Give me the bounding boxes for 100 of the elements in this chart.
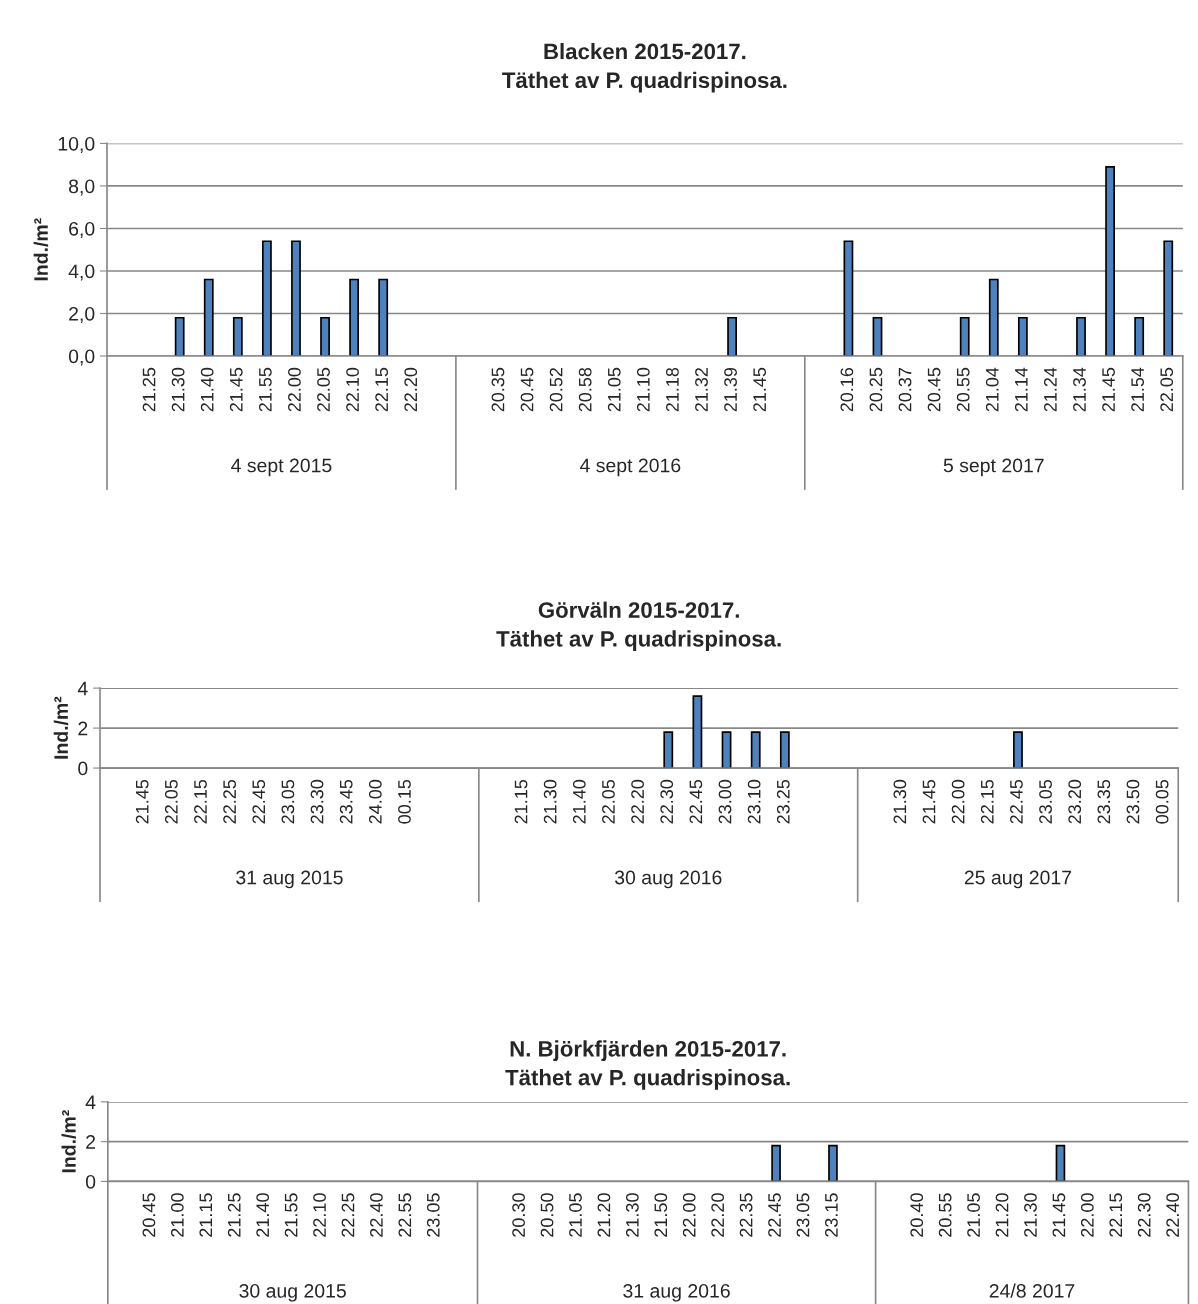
y-tick-label: 0,0	[68, 349, 95, 366]
x-tick-label: 20.40	[910, 1193, 924, 1237]
y-tick-label: 0	[78, 761, 88, 776]
text: 30 aug 2016	[614, 870, 722, 889]
y-axis-title: Ind./m²	[53, 696, 69, 759]
x-tick-label: 22.40	[370, 1193, 383, 1237]
bar	[174, 316, 185, 356]
x-tick-label: 22.00	[951, 779, 965, 824]
x-tick-label: 23.25	[776, 779, 790, 824]
x-tick-label: 21.30	[543, 779, 557, 824]
x-tick-label: 22.05	[317, 367, 330, 412]
x-tick-label: 21.05	[607, 367, 621, 412]
text: 4 sept 2015	[231, 458, 332, 477]
y-tick-label: 2	[86, 1135, 96, 1149]
y-axis-title: Ind./m²	[61, 1110, 76, 1173]
x-tick-label: 22.40	[1166, 1193, 1180, 1237]
y-tick-label: 2	[78, 721, 88, 736]
x-tick-label: 22.00	[1080, 1193, 1094, 1237]
x-tick-label: 20.25	[869, 367, 883, 412]
x-tick-label: 23.05	[1039, 779, 1052, 824]
y-tick-label: 4,0	[68, 264, 95, 281]
y-tick-label: 10,0	[58, 136, 95, 153]
x-tick-label: 20.45	[520, 367, 534, 412]
x-tick-label: 22.20	[404, 367, 418, 412]
x-tick-label: 22.00	[682, 1193, 696, 1237]
x-tick-label: 21.04	[985, 367, 999, 412]
x-tick-label: 22.45	[1010, 779, 1023, 824]
text: 31 aug 2016	[623, 1283, 730, 1302]
x-tick-label: 20.16	[840, 367, 854, 412]
x-tick-label: 21.30	[1024, 1193, 1037, 1237]
x-tick-label: 23.45	[339, 779, 353, 824]
x-tick-label: 20.55	[956, 367, 970, 412]
x-tick-label: 23.05	[796, 1193, 810, 1237]
bar	[1105, 165, 1116, 356]
x-tick-label: 22.45	[768, 1193, 781, 1237]
x-tick-label: 20.35	[491, 367, 505, 412]
x-tick-label: 21.45	[922, 779, 936, 824]
x-tick-label: 22.10	[313, 1193, 326, 1237]
x-tick-label: 21.55	[258, 367, 272, 412]
x-tick-label: 22.05	[602, 779, 615, 824]
x-tick-label: 21.24	[1044, 367, 1057, 412]
bar	[291, 240, 301, 356]
x-tick-label: 23.10	[747, 779, 761, 824]
x-tick-label: 21.55	[284, 1193, 298, 1237]
x-tick-label: 21.39	[724, 367, 737, 412]
x-tick-label: 22.15	[1109, 1193, 1123, 1237]
x-tick-label: 22.30	[1137, 1193, 1151, 1237]
x-tick-label: 23.20	[1068, 779, 1082, 824]
x-tick-label: 20.45	[927, 367, 941, 412]
x-tick-label: 20.30	[512, 1193, 525, 1237]
x-tick-label: 21.25	[227, 1193, 241, 1237]
bar	[349, 278, 360, 356]
bar	[959, 316, 970, 356]
x-tick-label: 21.30	[171, 367, 185, 412]
x-tick-label: 21.45	[1052, 1193, 1066, 1237]
x-tick-label: 22.55	[398, 1193, 412, 1237]
x-tick-label: 21.32	[695, 368, 708, 412]
x-tick-label: 21.54	[1131, 367, 1145, 412]
x-tick-label: 22.00	[288, 367, 301, 412]
x-tick-label: 22.45	[252, 779, 266, 824]
bar	[203, 278, 214, 356]
bar	[1134, 316, 1145, 356]
x-tick-label: 21.05	[967, 1193, 980, 1237]
bar	[727, 316, 738, 356]
x-tick-label: 23.50	[1126, 779, 1140, 824]
x-tick-label: 21.20	[995, 1193, 1009, 1237]
x-tick-label: 21.45	[229, 367, 243, 412]
text: 30 aug 2015	[239, 1283, 346, 1302]
x-tick-label: 24.00	[368, 779, 382, 824]
x-tick-label: 21.15	[199, 1193, 213, 1237]
y-axis-title: Ind./m²	[33, 218, 49, 281]
y-tick-label: 0	[85, 1174, 96, 1189]
y-tick-label: 4	[85, 1095, 96, 1109]
text: 31 aug 2015	[236, 870, 343, 889]
x-tick-label: 21.45	[753, 367, 767, 412]
x-tick-label: 23.15	[825, 1193, 838, 1237]
bar	[232, 316, 243, 356]
x-tick-label: 21.25	[142, 367, 156, 412]
chart-title: Görväln 2015-2017. Täthet av P. quadrispinosa.	[496, 601, 781, 652]
chart-title: N. Björkfjärden 2015-2017. Täthet av P. quadrispinosa.	[505, 1040, 790, 1090]
x-tick-label: 21.18	[666, 367, 679, 412]
text: 24/8 2017	[989, 1283, 1075, 1298]
x-tick-label: 21.40	[200, 367, 214, 412]
x-tick-label: 22.10	[346, 367, 359, 412]
x-tick-label: 22.15	[375, 367, 389, 412]
x-tick-label: 22.05	[164, 779, 178, 824]
x-tick-label: 21.40	[572, 779, 586, 824]
bar	[988, 278, 999, 356]
bar	[1017, 316, 1028, 356]
x-tick-label: 21.20	[597, 1193, 611, 1237]
text: 4 sept 2016	[579, 458, 681, 477]
x-tick-label: 23.05	[281, 779, 295, 824]
x-tick-label: 21.45	[135, 779, 149, 824]
x-tick-label: 22.30	[660, 779, 674, 824]
x-tick-label: 23.00	[718, 779, 732, 824]
x-tick-label: 22.20	[631, 779, 644, 824]
chart-title: Blacken 2015-2017. Täthet av P. quadrispinosa.	[502, 43, 787, 93]
x-tick-label: 00.15	[398, 779, 411, 824]
x-tick-label: 21.14	[1014, 367, 1028, 412]
x-tick-label: 21.40	[256, 1193, 270, 1237]
